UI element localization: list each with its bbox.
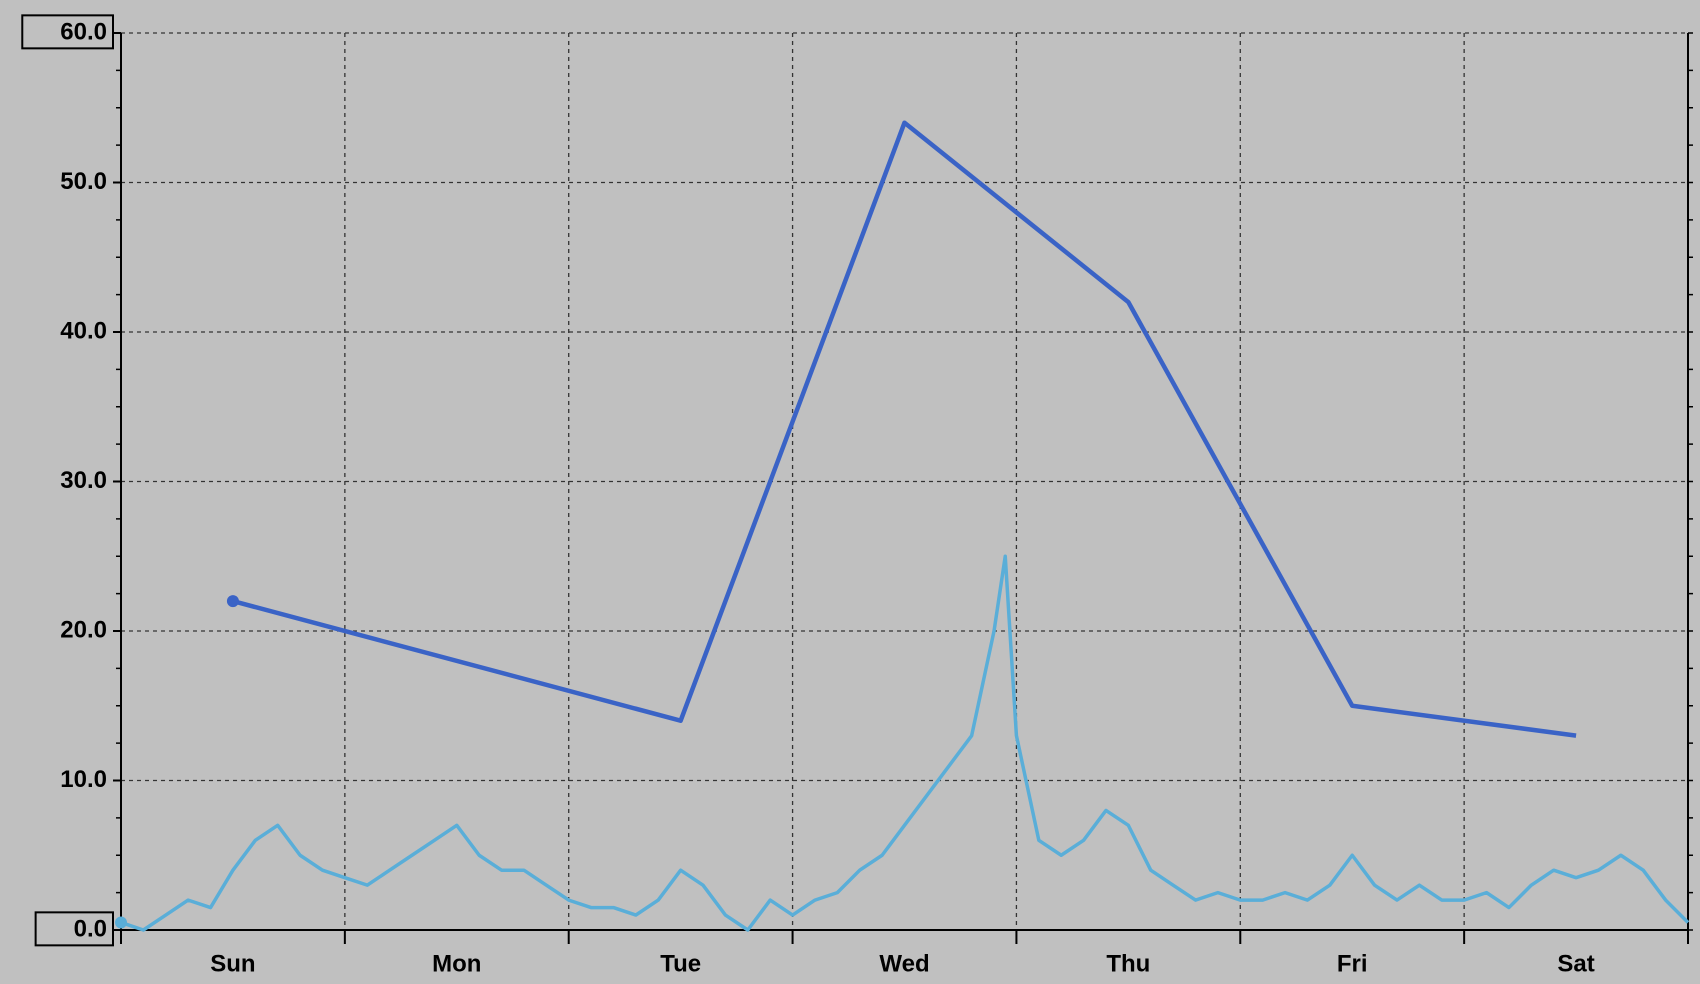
x-tick-label: Fri — [1337, 950, 1368, 977]
y-tick-label: 40.0 — [60, 317, 107, 344]
x-tick-label: Sat — [1557, 950, 1594, 977]
x-tick-label: Sun — [210, 950, 255, 977]
y-tick-label: 50.0 — [60, 168, 107, 195]
start-marker — [226, 595, 239, 608]
y-tick-label: 0.0 — [74, 915, 107, 942]
y-tick-label: 30.0 — [60, 467, 107, 494]
x-tick-label: Wed — [879, 950, 929, 977]
series-line — [232, 120, 1577, 738]
x-tick-label: Thu — [1106, 950, 1150, 977]
x-tick-label: Mon — [432, 950, 481, 977]
y-tick-box — [34, 911, 114, 947]
y-tick-box — [21, 14, 114, 50]
start-marker — [115, 916, 127, 929]
series-line — [120, 554, 1690, 932]
y-tick-label: 10.0 — [60, 766, 107, 793]
y-tick-label: 20.0 — [60, 616, 107, 643]
y-tick-label: 60.0 — [60, 18, 107, 45]
x-tick-label: Tue — [660, 950, 701, 977]
